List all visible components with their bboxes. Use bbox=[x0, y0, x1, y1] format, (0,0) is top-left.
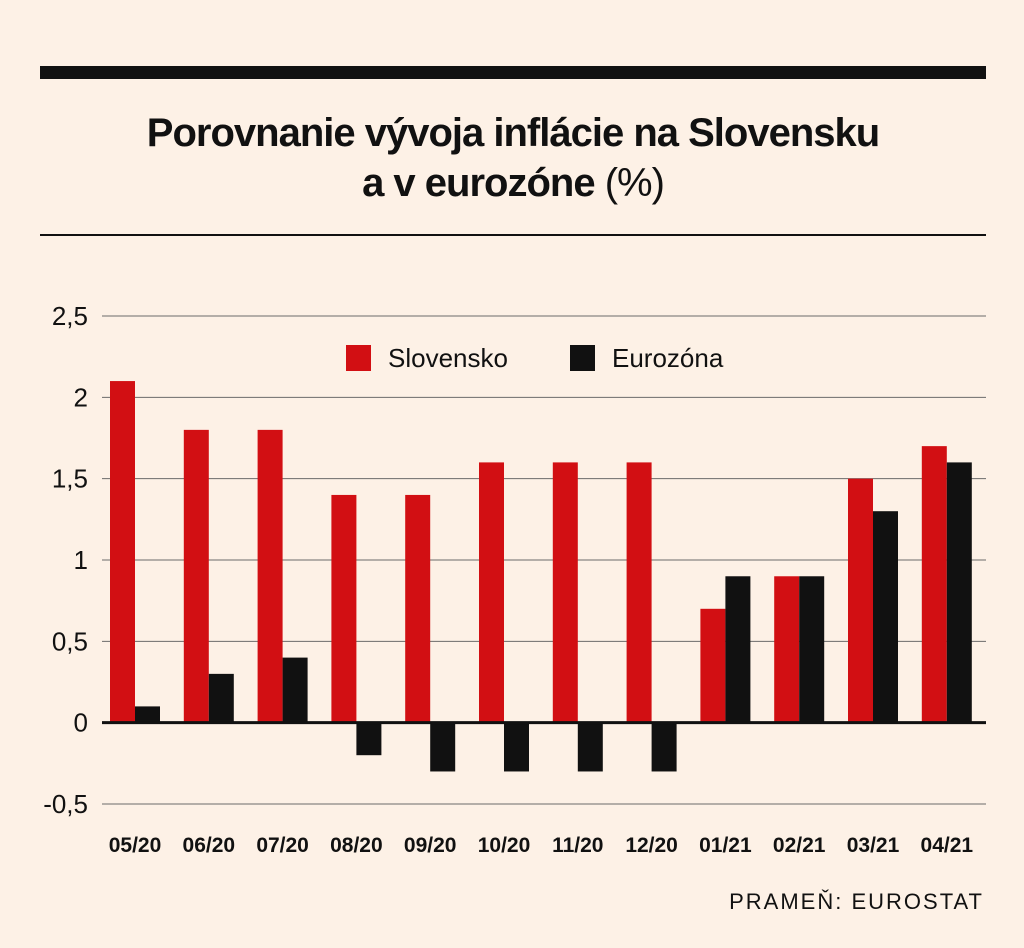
title-unit: (%) bbox=[604, 161, 665, 205]
x-tick-label: 06/20 bbox=[183, 834, 236, 857]
bar-eurozona bbox=[725, 576, 751, 723]
y-tick-label: -0,5 bbox=[43, 789, 88, 819]
title-line-1: Porovnanie vývoja inflácie na Slovensku bbox=[146, 111, 880, 155]
bar-eurozona bbox=[651, 722, 677, 772]
y-tick-label: 2,5 bbox=[52, 301, 88, 331]
y-tick-label: 2 bbox=[74, 382, 88, 412]
bar-slovensko bbox=[700, 608, 726, 723]
bar-slovensko bbox=[774, 576, 800, 723]
x-tick-label: 10/20 bbox=[478, 834, 531, 857]
y-tick-label: 0,5 bbox=[52, 626, 88, 656]
x-tick-label: 04/21 bbox=[921, 834, 974, 857]
bar-slovensko bbox=[405, 494, 431, 723]
title-divider bbox=[40, 234, 986, 236]
bar-eurozona bbox=[946, 462, 972, 723]
y-tick-label: 1 bbox=[74, 545, 88, 575]
top-rule bbox=[40, 66, 986, 79]
x-tick-label: 08/20 bbox=[330, 834, 383, 857]
bar-slovensko bbox=[257, 429, 283, 723]
legend-label: Slovensko bbox=[388, 343, 508, 373]
bar-eurozona bbox=[356, 722, 382, 756]
bar-slovensko bbox=[626, 462, 652, 723]
source-note: PRAMEŇ: EUROSTAT bbox=[729, 889, 984, 914]
chart-title: Porovnanie vývoja inflácie na Slovensku … bbox=[40, 108, 986, 208]
legend-swatch bbox=[570, 345, 595, 371]
bar-slovensko bbox=[183, 429, 209, 723]
legend-swatch bbox=[346, 345, 371, 371]
x-tick-label: 07/20 bbox=[256, 834, 309, 857]
bar-slovensko bbox=[331, 494, 357, 723]
legend-label: Eurozóna bbox=[612, 343, 724, 373]
bar-slovensko bbox=[110, 381, 135, 723]
x-tick-label: 11/20 bbox=[552, 834, 603, 857]
bar-slovensko bbox=[921, 446, 947, 723]
y-tick-label: 1,5 bbox=[52, 464, 88, 494]
bar-slovensko bbox=[552, 462, 578, 723]
bar-eurozona bbox=[135, 706, 160, 723]
bar-eurozona bbox=[873, 511, 898, 723]
x-tick-label: 02/21 bbox=[773, 834, 826, 857]
bar-eurozona bbox=[430, 722, 456, 772]
bar-slovensko bbox=[479, 462, 504, 723]
bar-eurozona bbox=[208, 673, 234, 723]
bar-eurozona bbox=[504, 722, 529, 772]
x-tick-label: 12/20 bbox=[625, 834, 678, 857]
x-tick-label: 09/20 bbox=[404, 834, 457, 857]
bar-slovensko bbox=[848, 478, 873, 723]
bar-eurozona bbox=[282, 657, 308, 723]
title-line-2: a v eurozóne bbox=[362, 161, 596, 205]
bar-eurozona bbox=[799, 576, 825, 723]
bar-eurozona bbox=[577, 722, 603, 772]
x-tick-label: 03/21 bbox=[847, 834, 900, 857]
y-tick-label: 0 bbox=[74, 708, 88, 738]
x-tick-label: 01/21 bbox=[699, 834, 752, 857]
x-tick-label: 05/20 bbox=[109, 834, 162, 857]
